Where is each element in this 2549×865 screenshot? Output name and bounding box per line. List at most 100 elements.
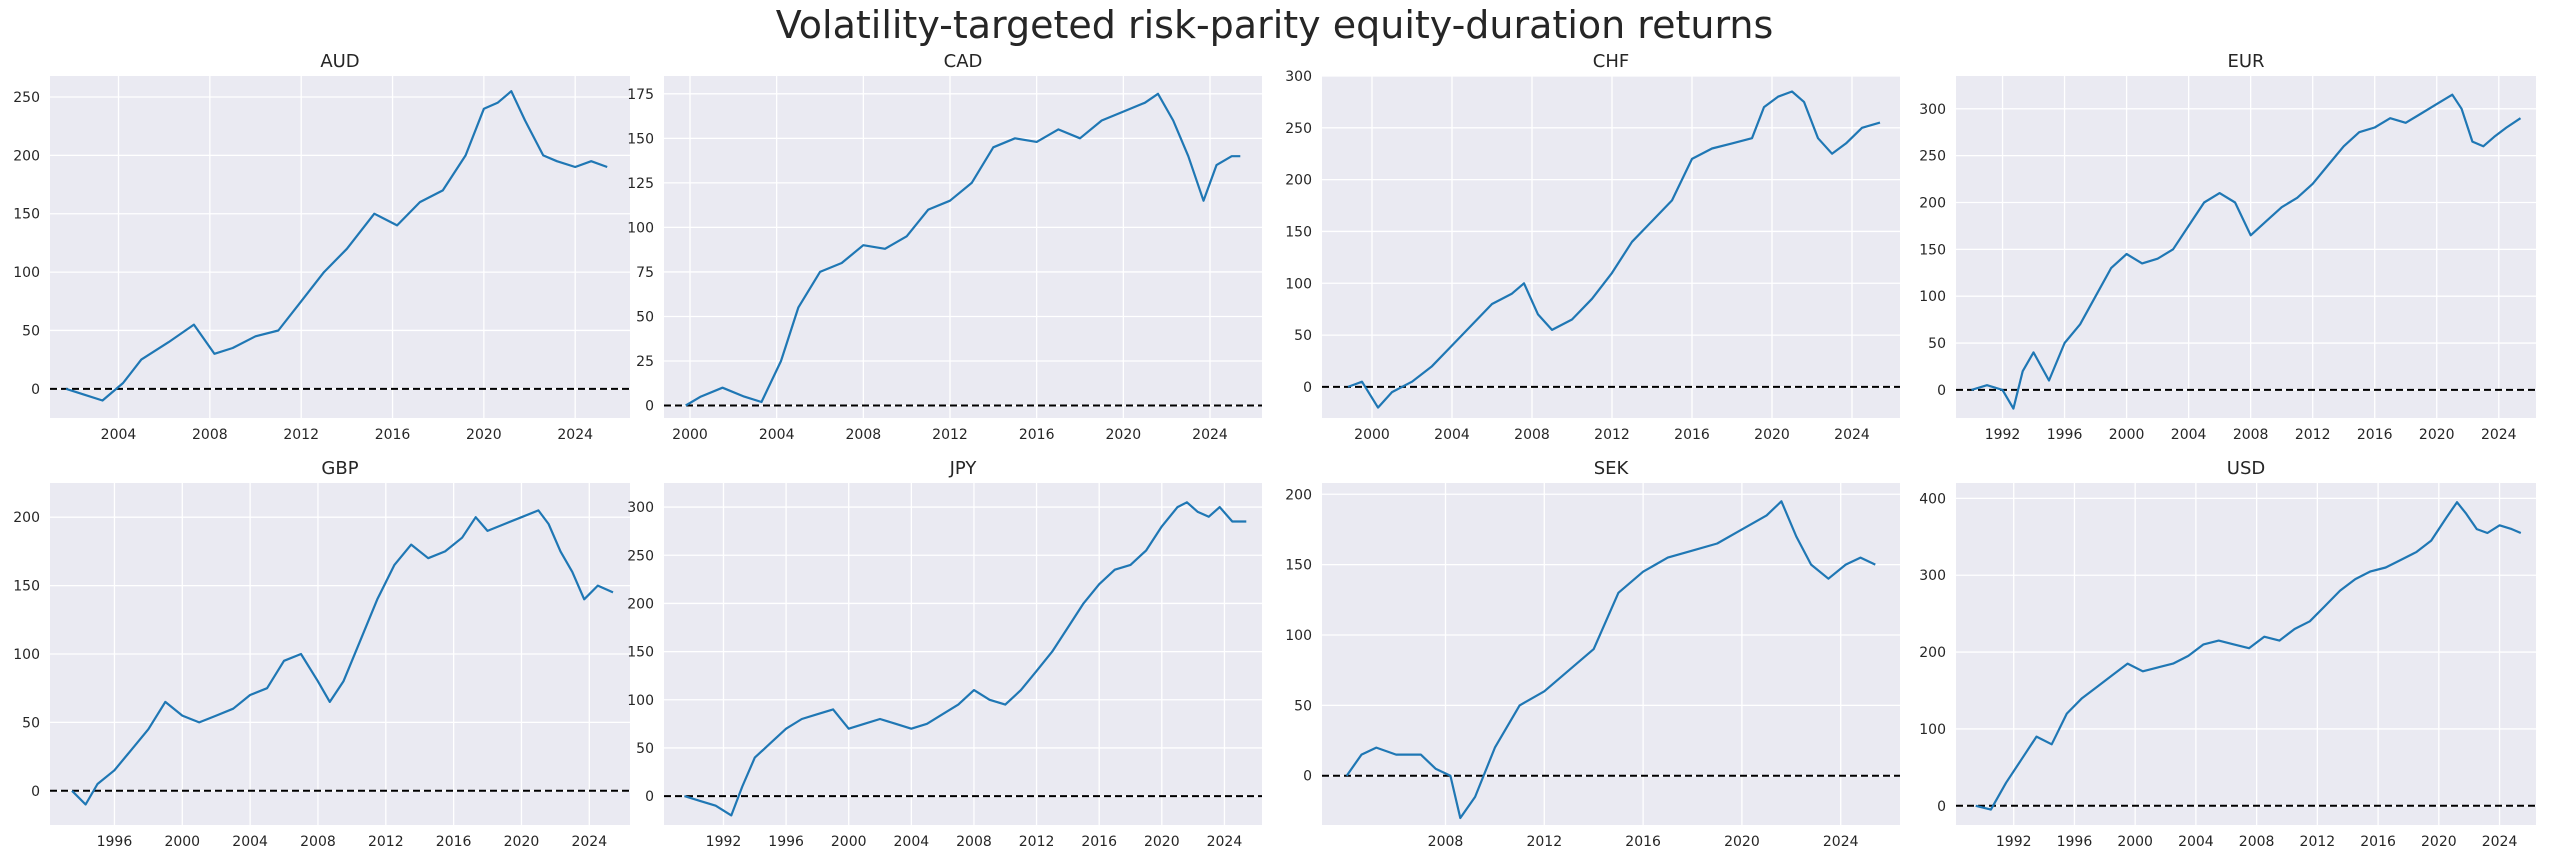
panel-title: AUD <box>320 51 359 72</box>
x-tick-label: 2016 <box>1081 834 1117 850</box>
panel-sek: 2008 2012 2016 2020 2024 0 50 100 150 200 SEK <box>1285 458 1900 850</box>
panel-title: GBP <box>321 458 358 479</box>
x-tick-label: 2004 <box>2171 427 2207 443</box>
y-tick-label: 0 <box>645 399 654 415</box>
x-tick-label: 2020 <box>504 834 540 850</box>
y-tick-label: 300 <box>1919 568 1946 584</box>
figure-title: Volatility-targeted risk-parity equity-d… <box>776 3 1774 47</box>
y-tick-label: 300 <box>1285 69 1312 85</box>
x-tick-label: 2012 <box>368 834 404 850</box>
x-tick-label: 2000 <box>2117 834 2153 850</box>
x-tick-label: 2008 <box>846 427 882 443</box>
panel-cad: 2000 2004 2008 2012 2016 2020 2024 0 25 50 75 100 12… <box>627 51 1262 443</box>
y-tick-label: 200 <box>1919 195 1946 211</box>
x-tick-label: 2000 <box>672 427 708 443</box>
y-tick-label: 200 <box>1285 487 1312 503</box>
y-tick-label: 200 <box>1919 645 1946 661</box>
x-tick-label: 2020 <box>1144 834 1180 850</box>
y-tick-label: 50 <box>636 741 654 757</box>
panel-chf: 2000 2004 2008 2012 2016 2020 2024 0 50 100 150 200… <box>1285 51 1900 443</box>
x-tick-label: 2012 <box>932 427 968 443</box>
x-tick-label: 1996 <box>97 834 133 850</box>
plot-area <box>664 483 1262 825</box>
series-line <box>71 509 614 806</box>
y-tick-label: 100 <box>627 220 654 236</box>
x-tick-label: 2016 <box>2360 834 2396 850</box>
x-tick-label: 2008 <box>1428 834 1464 850</box>
x-tick-label: 2008 <box>2239 834 2275 850</box>
y-tick-label: 400 <box>1919 491 1946 507</box>
x-tick-label: 2004 <box>1434 427 1470 443</box>
panel-title: USD <box>2227 458 2265 479</box>
panel-aud: 2004 2008 2012 2016 2020 2024 0 50 100 150 200 250 A… <box>13 51 630 443</box>
y-tick-label: 125 <box>627 176 654 192</box>
y-tick-label: 25 <box>636 354 654 370</box>
panel-title: JPY <box>949 458 978 479</box>
y-tick-label: 0 <box>1303 380 1312 396</box>
y-tick-label: 250 <box>1919 149 1946 165</box>
y-tick-label: 50 <box>636 309 654 325</box>
y-tick-label: 150 <box>13 579 40 595</box>
panel-usd: 1992 1996 2000 2004 2008 2012 2016 2020 2024 0 100… <box>1919 458 2536 850</box>
y-tick-label: 150 <box>1285 558 1312 574</box>
x-tick-label: 2008 <box>1514 427 1550 443</box>
y-tick-label: 150 <box>1285 224 1312 240</box>
plot-area <box>1322 483 1900 825</box>
plot-area <box>1956 76 2536 418</box>
x-tick-label: 1996 <box>768 834 804 850</box>
series-line <box>684 501 1247 817</box>
y-tick-label: 50 <box>1294 328 1312 344</box>
y-tick-label: 200 <box>627 596 654 612</box>
panel-eur: 1992 1996 2000 2004 2008 2012 2016 2020 2024 0 50 1… <box>1919 51 2536 443</box>
y-tick-label: 100 <box>13 265 40 281</box>
x-tick-label: 2020 <box>466 427 502 443</box>
y-tick-label: 50 <box>22 715 40 731</box>
x-tick-label: 2020 <box>1724 834 1760 850</box>
y-tick-label: 100 <box>1285 628 1312 644</box>
panel-title: EUR <box>2227 51 2264 72</box>
y-tick-label: 150 <box>13 207 40 223</box>
x-tick-label: 2016 <box>436 834 472 850</box>
y-tick-label: 0 <box>31 784 40 800</box>
panel-title: SEK <box>1594 458 1630 479</box>
y-tick-label: 250 <box>1285 121 1312 137</box>
x-tick-label: 1996 <box>2047 427 2083 443</box>
x-tick-label: 2016 <box>1674 427 1710 443</box>
x-tick-label: 2012 <box>1526 834 1562 850</box>
x-tick-label: 1992 <box>1985 427 2021 443</box>
y-tick-label: 0 <box>1937 383 1946 399</box>
x-tick-label: 2024 <box>571 834 607 850</box>
y-tick-label: 150 <box>627 131 654 147</box>
panel-title: CHF <box>1593 51 1629 72</box>
x-tick-label: 2016 <box>1019 427 1055 443</box>
x-tick-label: 2016 <box>1625 834 1661 850</box>
series-line <box>65 90 608 402</box>
y-tick-label: 200 <box>13 510 40 526</box>
plot-area <box>664 76 1262 418</box>
x-tick-label: 2020 <box>2421 834 2457 850</box>
x-tick-label: 2024 <box>1192 427 1228 443</box>
y-tick-label: 0 <box>1303 769 1312 785</box>
series-line <box>1975 501 2522 811</box>
x-tick-label: 1992 <box>706 834 742 850</box>
x-tick-label: 2012 <box>2300 834 2336 850</box>
x-tick-label: 2024 <box>1207 834 1243 850</box>
x-tick-label: 2012 <box>1594 427 1630 443</box>
series-line <box>685 92 1241 407</box>
panel-gbp: 1996 2000 2004 2008 2012 2016 2020 2024 0 50 100 15… <box>13 458 630 850</box>
y-tick-label: 250 <box>13 90 40 106</box>
x-tick-label: 2008 <box>192 427 228 443</box>
y-tick-label: 0 <box>645 789 654 805</box>
y-tick-label: 175 <box>627 87 654 103</box>
y-tick-label: 50 <box>1294 698 1312 714</box>
x-tick-label: 2024 <box>1834 427 1870 443</box>
y-tick-label: 50 <box>22 323 40 339</box>
x-tick-label: 2024 <box>557 427 593 443</box>
y-tick-label: 75 <box>636 265 654 281</box>
y-tick-label: 100 <box>1919 722 1946 738</box>
y-tick-label: 200 <box>1285 173 1312 189</box>
y-tick-label: 100 <box>1919 289 1946 305</box>
x-tick-label: 2016 <box>2357 427 2393 443</box>
